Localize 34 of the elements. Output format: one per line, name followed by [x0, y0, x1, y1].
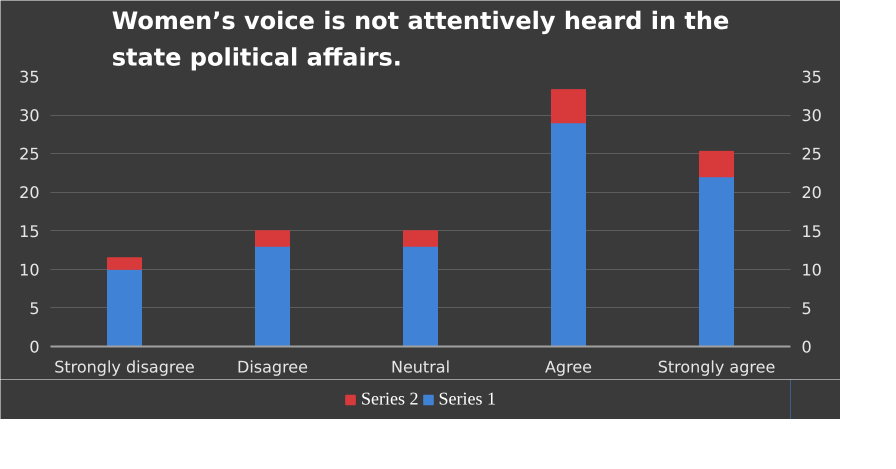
y-tick-label: 20 [19, 183, 40, 202]
y-tick-label: 15 [19, 222, 40, 241]
y-tick-label: 30 [19, 106, 40, 126]
y2-tick-label: 25 [802, 144, 822, 164]
x-tick-label: Strongly agree [658, 358, 776, 376]
x-tick-label: Strongly disagree [54, 358, 195, 376]
y-tick-label: 10 [19, 260, 40, 280]
x-tick-label: Agree [544, 358, 592, 376]
legend-label: Series 2 [361, 388, 418, 410]
bar [106, 268, 142, 346]
bar [402, 230, 438, 247]
bar [254, 230, 290, 247]
y2-tick-label: 20 [802, 183, 822, 202]
bar [402, 246, 438, 346]
y-tick-label: 5 [29, 298, 40, 318]
y2-tick-label: 30 [802, 106, 822, 126]
y2-tick-label: 35 [802, 68, 822, 86]
x-tick-label: Disagree [237, 358, 308, 376]
y-tick-label: 25 [19, 144, 40, 164]
y-tick-label: 0 [29, 338, 40, 356]
bar [254, 246, 290, 346]
y-tick-label: 35 [19, 68, 40, 86]
bar [698, 176, 734, 346]
y2-tick-label: 5 [802, 298, 812, 318]
bar [106, 257, 142, 270]
bar [550, 89, 586, 124]
x-tick-label: Neutral [390, 358, 450, 376]
legend-label: Series 1 [438, 388, 496, 410]
chart-title: Women’s voice is not attentively heard in the state political affairs. [112, 7, 730, 72]
y2-tick-label: 15 [802, 222, 822, 241]
bar [550, 122, 586, 346]
bar [698, 150, 734, 178]
y2-tick-label: 10 [802, 260, 822, 280]
y2-tick-label: 0 [802, 338, 812, 356]
